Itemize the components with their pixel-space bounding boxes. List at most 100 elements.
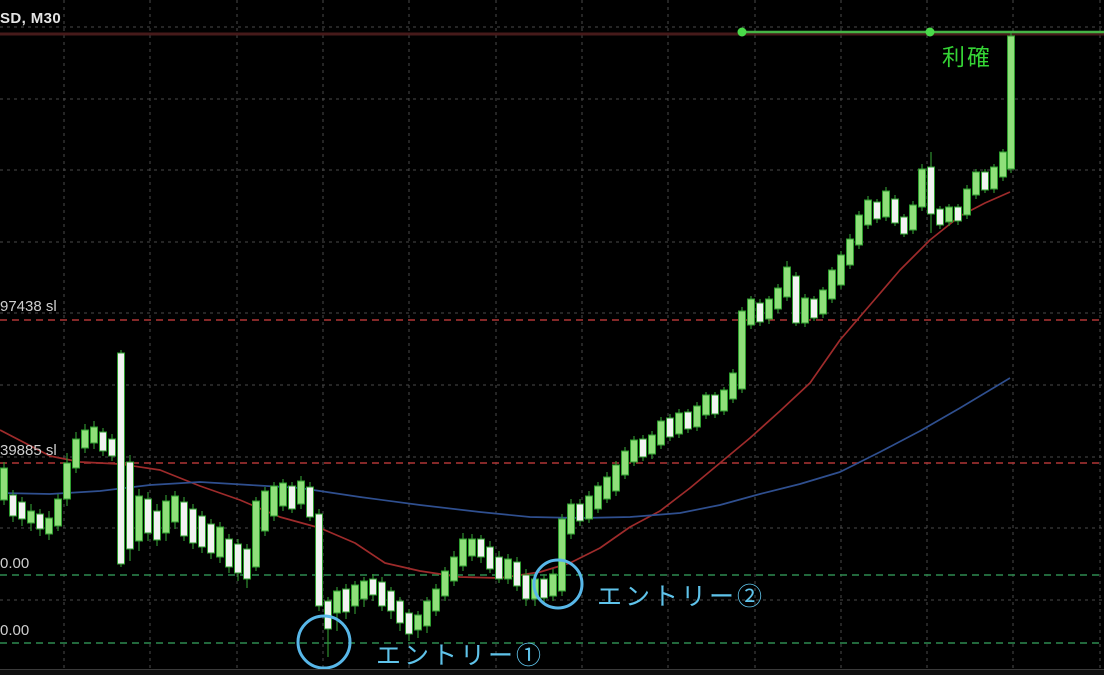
candle-bear <box>405 612 413 635</box>
candle-bear <box>153 510 161 541</box>
candle-bull <box>297 480 305 505</box>
candle-bull <box>432 588 440 612</box>
candle-bear <box>981 171 989 191</box>
candle-bear <box>396 600 404 624</box>
tp-trendline-handle[interactable] <box>737 27 747 37</box>
candle-bear <box>99 431 107 452</box>
candle-bull <box>828 269 836 300</box>
candle-bull <box>504 558 512 580</box>
candle-bear <box>477 538 485 558</box>
candle-bull <box>603 476 611 500</box>
candle-bear <box>18 501 26 520</box>
candle-bull <box>162 500 170 534</box>
candle-bull <box>819 289 827 315</box>
candle-bear <box>513 561 521 587</box>
candle-bear <box>180 501 188 537</box>
candle-bear <box>288 485 296 510</box>
candle-bull <box>333 590 341 614</box>
price-label: 39885 sl <box>0 442 57 459</box>
candle-bull <box>549 573 557 597</box>
tp-trendline-handle[interactable] <box>925 27 935 37</box>
candle-bear <box>234 543 242 574</box>
candle-bear <box>954 206 962 222</box>
price-label: 0.00 <box>0 622 30 639</box>
entry1-label: エントリー① <box>376 643 545 670</box>
candle-bull <box>999 151 1007 178</box>
candle-bear <box>198 515 206 548</box>
candle-bull <box>621 450 629 476</box>
candle-bull <box>468 538 476 557</box>
candle-bull <box>945 206 953 223</box>
candle-bull <box>558 518 566 592</box>
candle-bull <box>0 467 8 501</box>
candle-bear <box>891 198 899 224</box>
candle-bull <box>855 214 863 246</box>
candle-bear <box>117 352 125 565</box>
entry2-circle[interactable] <box>532 558 584 610</box>
candle-bull <box>918 168 926 208</box>
candle-bull <box>1007 35 1015 170</box>
entry2-label: エントリー② <box>597 584 766 611</box>
candle-bull <box>414 614 422 631</box>
candle-bear <box>369 578 377 596</box>
candle-bear <box>495 556 503 580</box>
candle-bull <box>171 495 179 523</box>
entry1-circle[interactable] <box>296 614 352 670</box>
candle-bull <box>783 266 791 298</box>
candle-bull <box>963 188 971 216</box>
candle-bear <box>756 302 764 323</box>
candle-bull <box>567 503 575 535</box>
symbol-title: SD, M30 <box>0 10 62 27</box>
candle-bull <box>612 464 620 492</box>
candle-bull <box>423 600 431 627</box>
candle-bear <box>315 513 323 607</box>
candle-bull <box>459 538 467 567</box>
candle-bear <box>522 574 530 600</box>
candle-bear <box>225 538 233 568</box>
candle-bull <box>90 426 98 444</box>
candle-bull <box>846 238 854 266</box>
candle-bull <box>279 482 287 507</box>
candle-bear <box>243 548 251 580</box>
candle-bull <box>630 439 638 463</box>
candle-bear <box>378 581 386 607</box>
candle-bull <box>774 287 782 310</box>
candle-bear <box>873 201 881 220</box>
candle-bull <box>765 298 773 320</box>
candle-bull <box>54 498 62 527</box>
candle-bull <box>270 485 278 517</box>
candle-bear <box>9 494 17 517</box>
candle-bear <box>927 166 935 215</box>
candle-bear <box>639 438 647 458</box>
candle-bull <box>585 495 593 520</box>
candle-bear <box>387 590 395 612</box>
candle-bear <box>306 486 314 518</box>
candle-bull <box>441 570 449 597</box>
candle-bull <box>738 310 746 390</box>
candle-bull <box>702 394 710 416</box>
candle-bull <box>990 166 998 190</box>
candle-bear <box>684 411 692 430</box>
candle-bull <box>81 429 89 449</box>
candle-bull <box>675 412 683 435</box>
candle-bull <box>135 495 143 542</box>
candle-bull <box>27 510 35 524</box>
candle-bear <box>207 523 215 554</box>
take-profit-label: 利確 <box>942 45 992 70</box>
candle-bull <box>657 420 665 446</box>
candle-bull <box>261 490 269 532</box>
candle-bear <box>900 216 908 235</box>
candle-bull <box>972 171 980 196</box>
candle-bull <box>882 190 890 218</box>
candle-bear <box>126 461 134 550</box>
candle-bull <box>864 199 872 226</box>
candle-bull <box>729 372 737 400</box>
candle-bull <box>720 389 728 412</box>
candle-bull <box>909 204 917 231</box>
candle-bear <box>810 298 818 319</box>
candle-bear <box>540 578 548 599</box>
candle-bear <box>342 588 350 613</box>
candle-bear <box>666 417 674 438</box>
